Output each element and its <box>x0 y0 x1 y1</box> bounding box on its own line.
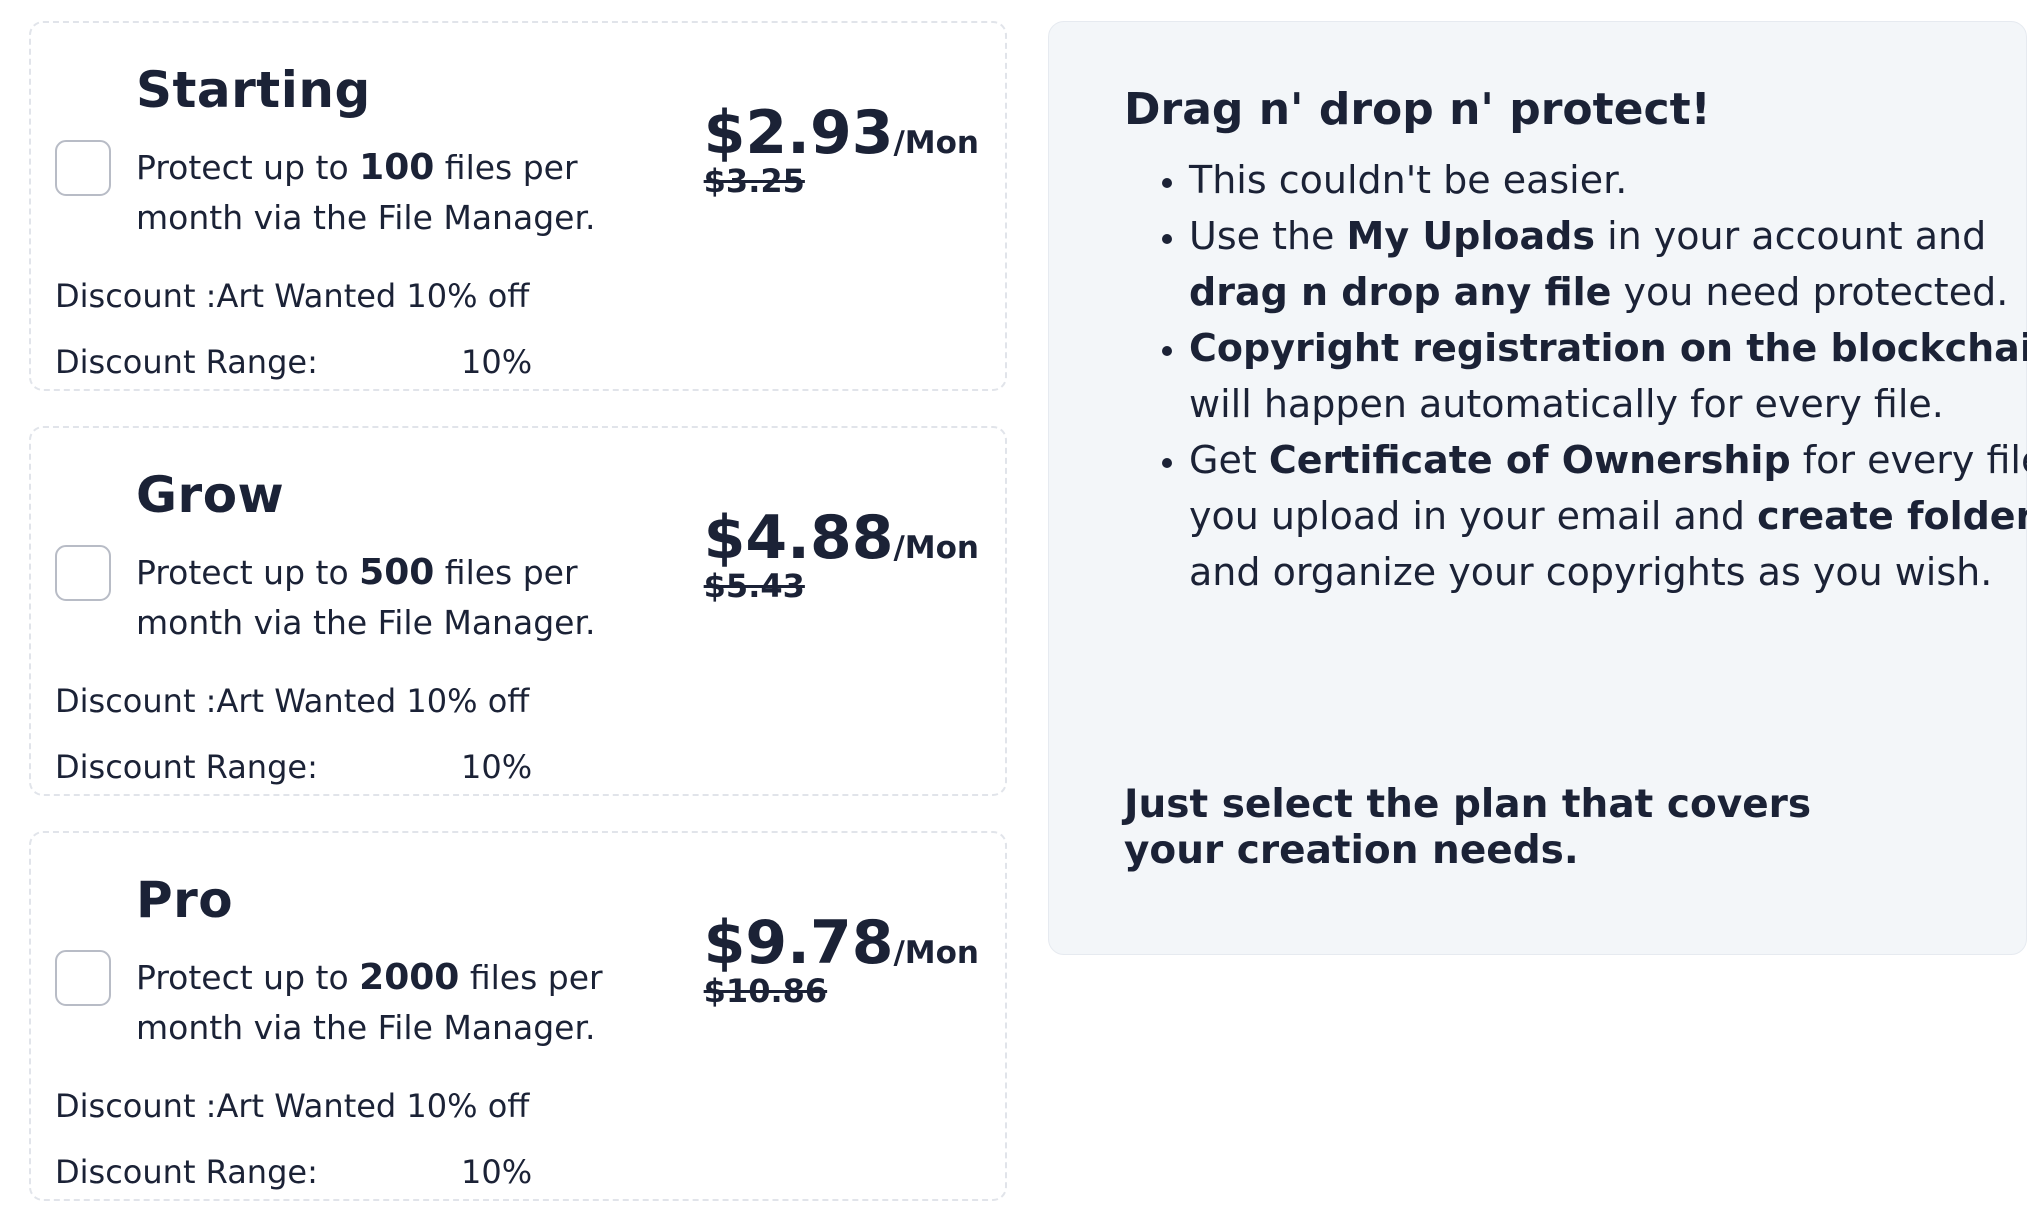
feature-item: Copyright registration on the blockchain… <box>1189 320 2027 432</box>
feature-text: and organize your copyrights as you wish… <box>1189 550 1993 594</box>
plan-checkbox[interactable] <box>55 950 111 1006</box>
plan-description-suffix: files per month via the File Manager. <box>136 148 596 237</box>
plan-description-prefix: Protect up to <box>136 148 360 187</box>
price-amount: $9.78 <box>703 908 894 978</box>
original-price: $3.25 <box>703 162 805 200</box>
discount-text: Discount :Art Wanted 10% off <box>55 277 530 315</box>
plan-description: Protect up to 2000 files per month via t… <box>136 953 656 1053</box>
plan-checkbox[interactable] <box>55 140 111 196</box>
feature-item: Use the My Uploads in your account and d… <box>1189 208 2027 320</box>
plan-description: Protect up to 100 files per month via th… <box>136 143 656 243</box>
plan-card-starting[interactable]: Starting Protect up to 100 files per mon… <box>29 21 1007 391</box>
discount-range-value: 10% <box>461 748 533 786</box>
info-title: Drag n' drop n' protect! <box>1124 84 1711 135</box>
discount-text: Discount :Art Wanted 10% off <box>55 682 530 720</box>
feature-text: for every file you upload in your email … <box>1189 438 2027 538</box>
feature-highlight: My Uploads <box>1346 214 1595 258</box>
original-price: $5.43 <box>703 567 805 605</box>
discount-range-label: Discount Range: <box>55 748 318 786</box>
feature-item: This couldn't be easier. <box>1189 152 2027 208</box>
plan-description-suffix: files per month via the File Manager. <box>136 553 596 642</box>
feature-highlight: Certificate of Ownership <box>1268 438 1791 482</box>
plan-price: $9.78/Mon $10.86 <box>704 908 979 1010</box>
plan-name: Starting <box>136 61 371 119</box>
feature-text: in your account and <box>1594 214 1987 258</box>
plan-description: Protect up to 500 files per month via th… <box>136 548 656 648</box>
info-panel: Drag n' drop n' protect! This couldn't b… <box>1048 21 2027 955</box>
info-footer: Just select the plan that covers your cr… <box>1124 782 1812 873</box>
feature-list: This couldn't be easier. Use the My Uplo… <box>1124 152 2027 600</box>
feature-highlight: drag n drop any file <box>1189 270 1612 314</box>
price-unit: /Mon <box>893 530 979 566</box>
price-amount: $4.88 <box>703 503 894 573</box>
feature-highlight: create folders <box>1757 494 2027 538</box>
plan-price: $2.93/Mon $3.25 <box>704 98 979 200</box>
plan-card-pro[interactable]: Pro Protect up to 2000 files per month v… <box>29 831 1007 1201</box>
feature-item: Get Certificate of Ownership for every f… <box>1189 432 2027 600</box>
feature-text: you need protected. <box>1611 270 2009 314</box>
plan-name: Pro <box>136 871 234 929</box>
feature-highlight: Copyright registration on the blockchain <box>1189 326 2027 370</box>
plan-description-suffix: files per month via the File Manager. <box>136 958 603 1047</box>
feature-text: Use the <box>1189 214 1347 258</box>
plan-description-prefix: Protect up to <box>136 958 360 997</box>
plan-name: Grow <box>136 466 285 524</box>
plan-checkbox[interactable] <box>55 545 111 601</box>
discount-range-value: 10% <box>461 343 533 381</box>
plan-file-count: 100 <box>359 147 435 188</box>
price-unit: /Mon <box>893 125 979 161</box>
discount-range-label: Discount Range: <box>55 343 318 381</box>
price-unit: /Mon <box>893 935 979 971</box>
plan-description-prefix: Protect up to <box>136 553 360 592</box>
plan-file-count: 2000 <box>359 957 460 998</box>
price-amount: $2.93 <box>703 98 894 168</box>
feature-text: Get <box>1189 438 1269 482</box>
discount-range-label: Discount Range: <box>55 1153 318 1191</box>
discount-text: Discount :Art Wanted 10% off <box>55 1087 530 1125</box>
plan-card-grow[interactable]: Grow Protect up to 500 files per month v… <box>29 426 1007 796</box>
original-price: $10.86 <box>703 972 828 1010</box>
feature-text: will happen automatically for every file… <box>1189 382 1944 426</box>
plan-file-count: 500 <box>359 552 435 593</box>
discount-range-value: 10% <box>461 1153 533 1191</box>
plan-price: $4.88/Mon $5.43 <box>704 503 979 605</box>
feature-text: This couldn't be easier. <box>1189 158 1628 202</box>
plan-list: Starting Protect up to 100 files per mon… <box>29 21 1007 1229</box>
